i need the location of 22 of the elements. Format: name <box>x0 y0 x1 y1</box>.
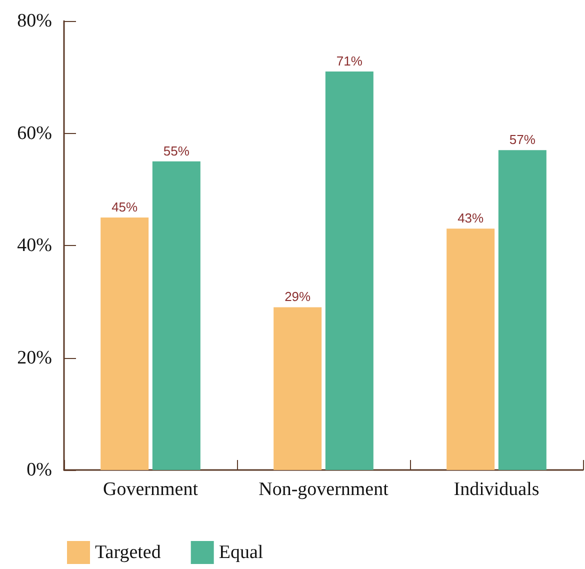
y-tick-label: 20% <box>17 347 52 368</box>
y-tick-label: 80% <box>17 10 52 32</box>
bar <box>446 228 495 470</box>
text: 29% <box>284 289 311 304</box>
text: 55% <box>163 143 190 158</box>
bar <box>325 72 374 470</box>
text: 71% <box>336 54 362 69</box>
text: 45% <box>112 199 138 214</box>
y-tick-label: 0% <box>26 460 52 480</box>
text: 43% <box>458 210 484 226</box>
legend-label: Equal <box>218 542 264 563</box>
legend-label: Targeted <box>95 542 162 563</box>
bar <box>100 217 149 470</box>
bar <box>152 161 200 470</box>
bar <box>498 150 546 470</box>
x-tick-label: Non-government <box>258 479 390 500</box>
y-tick-label: 60% <box>17 122 52 144</box>
text: 57% <box>509 132 536 148</box>
x-tick-label: Government <box>103 479 199 500</box>
y-tick-label: 40% <box>17 235 52 256</box>
x-tick-label: Individuals <box>454 479 540 500</box>
bar <box>274 307 322 470</box>
